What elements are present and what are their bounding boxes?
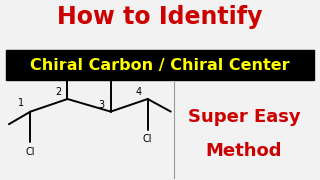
Text: Method: Method (206, 142, 282, 160)
Text: Cl: Cl (106, 54, 116, 64)
FancyBboxPatch shape (6, 50, 314, 80)
Text: Cl: Cl (63, 54, 72, 64)
Text: Chiral Carbon / Chiral Center: Chiral Carbon / Chiral Center (30, 58, 290, 73)
Text: Super Easy: Super Easy (188, 108, 300, 126)
Text: Cl: Cl (143, 134, 152, 144)
Text: How to Identify: How to Identify (57, 5, 263, 29)
Text: 2: 2 (55, 87, 61, 97)
Text: Cl: Cl (26, 147, 35, 157)
Text: 4: 4 (135, 87, 141, 97)
Text: 1: 1 (18, 98, 24, 108)
Text: 3: 3 (98, 100, 105, 110)
